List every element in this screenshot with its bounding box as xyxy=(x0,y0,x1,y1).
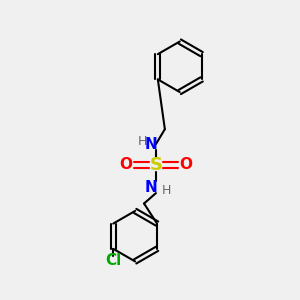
Text: O: O xyxy=(179,158,192,172)
Text: N: N xyxy=(145,180,158,195)
Text: N: N xyxy=(145,136,158,152)
Text: S: S xyxy=(149,156,162,174)
Text: O: O xyxy=(120,158,133,172)
Text: H: H xyxy=(162,184,171,196)
Text: Cl: Cl xyxy=(105,253,122,268)
Text: H: H xyxy=(138,135,147,148)
